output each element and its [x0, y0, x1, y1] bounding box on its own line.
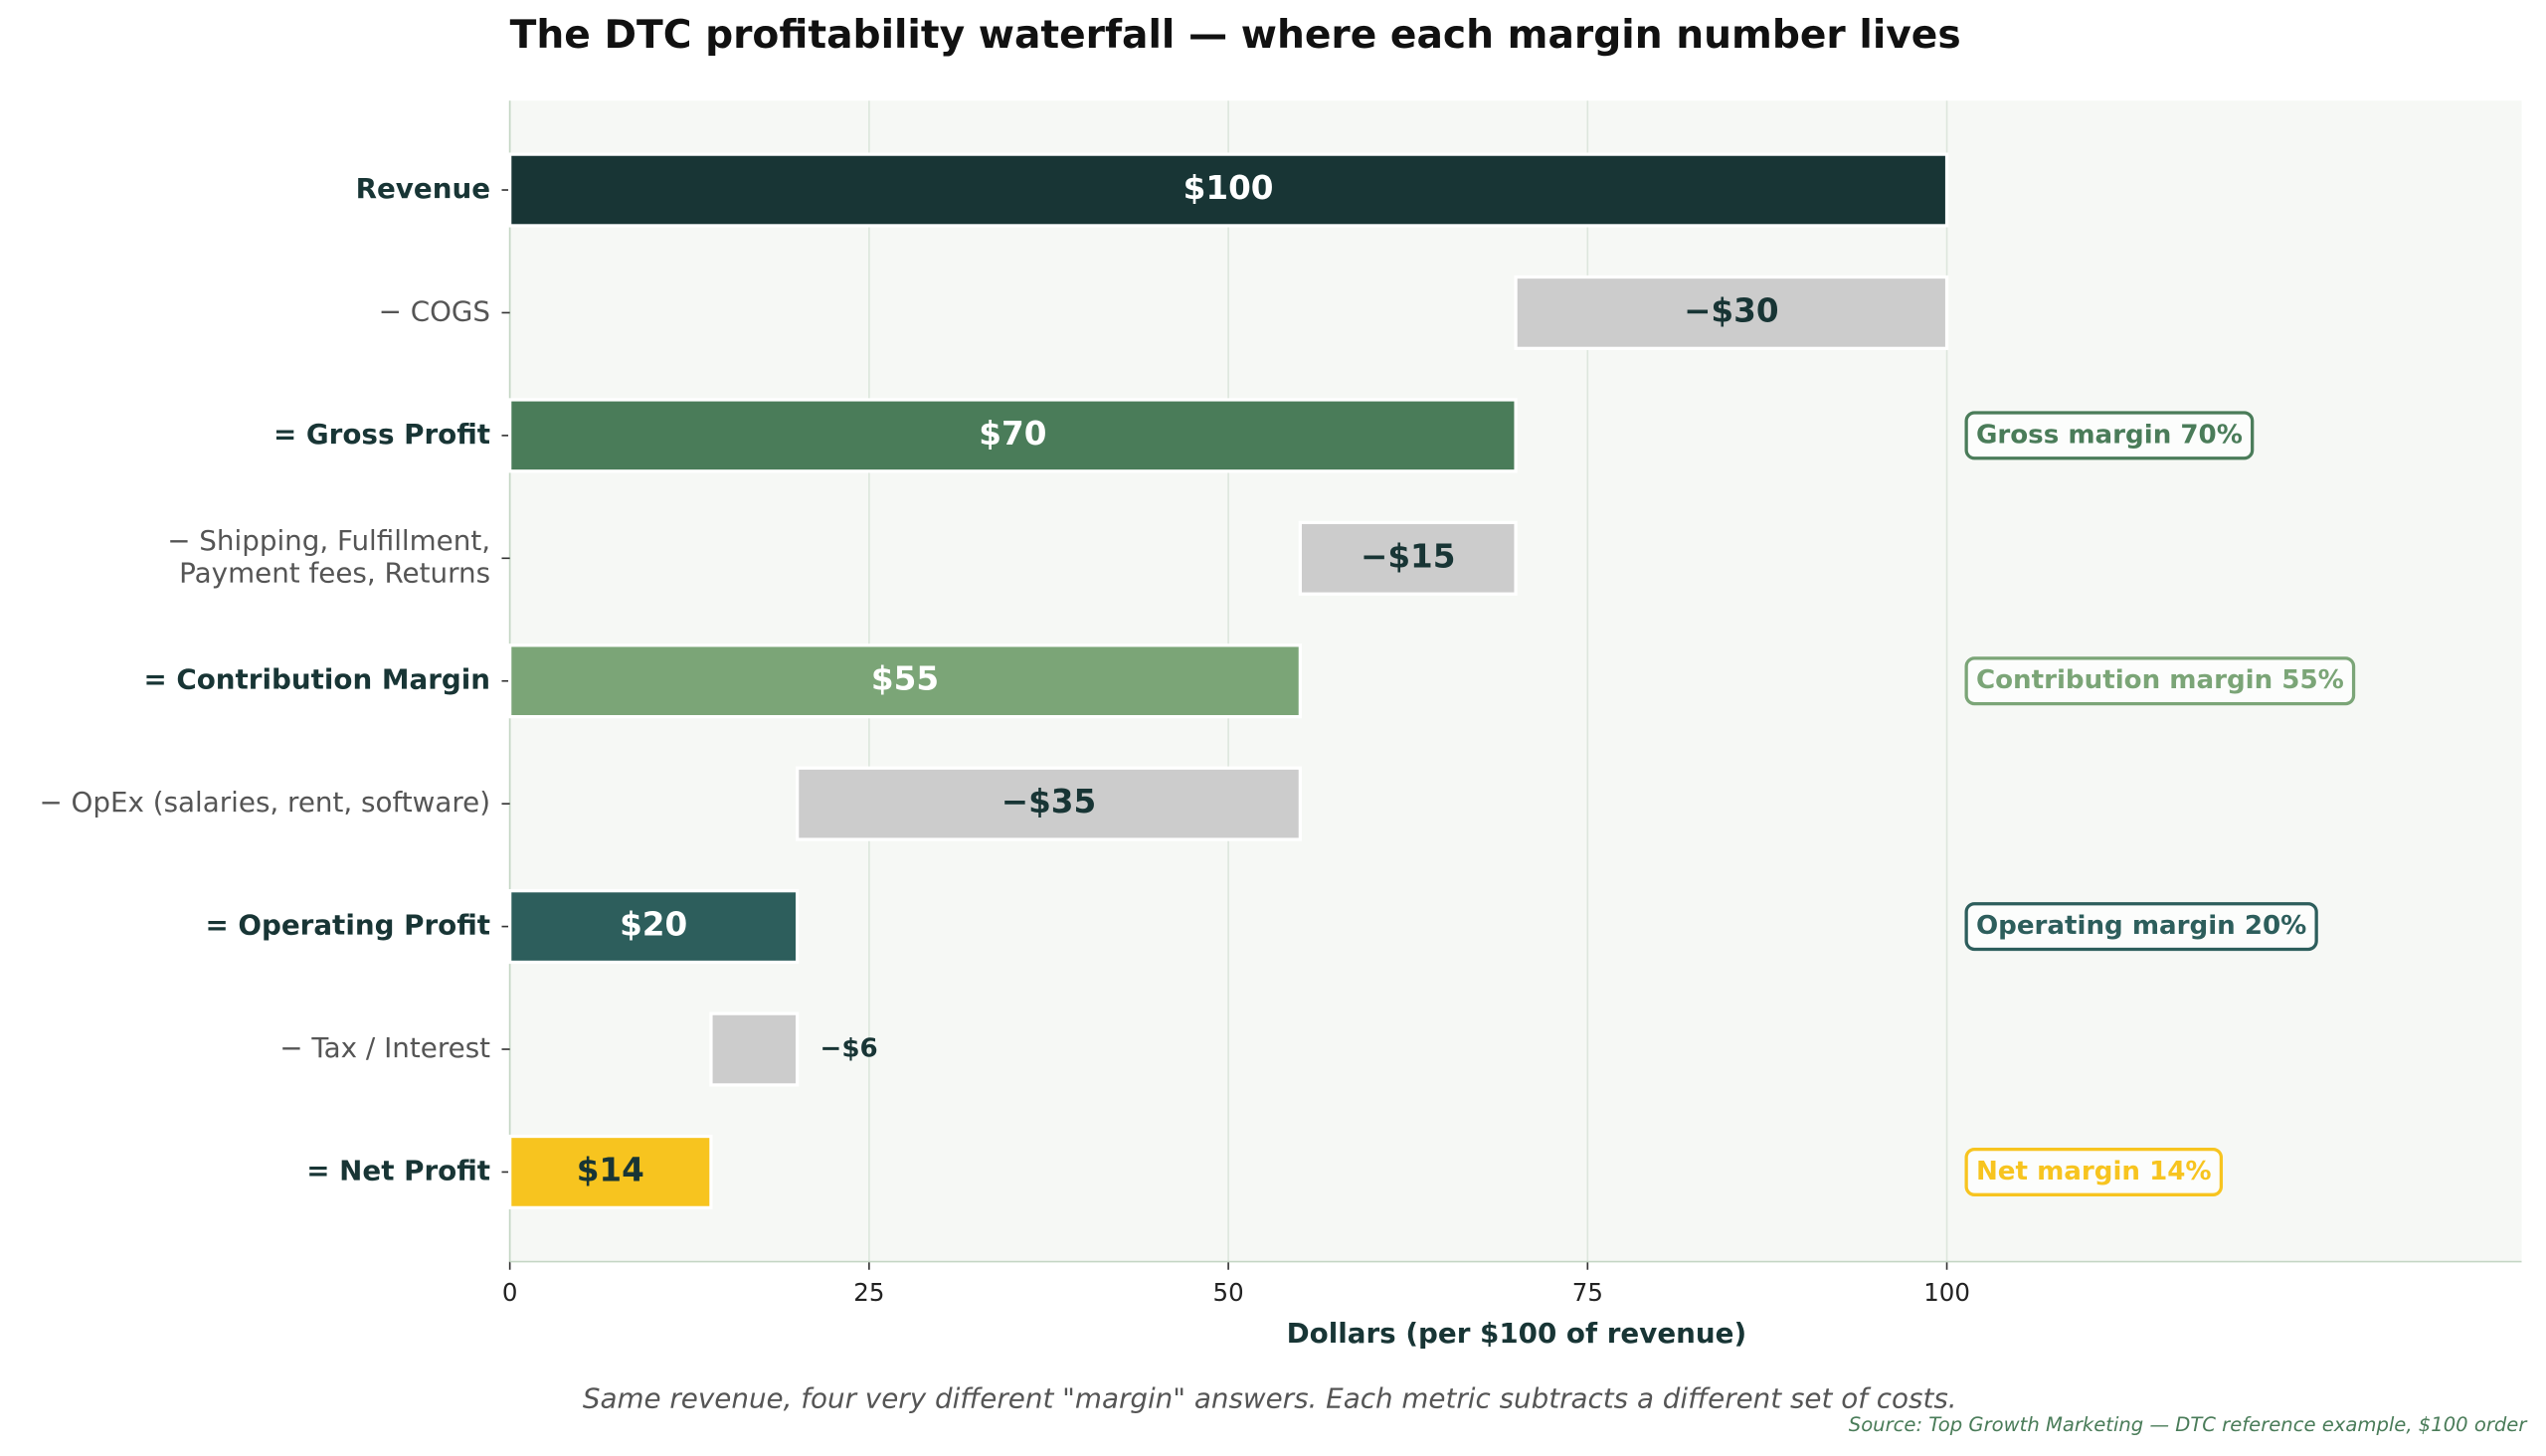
margin-badge-box [1964, 1147, 2224, 1196]
margin-badge-box [1964, 411, 2255, 460]
value-label: $55 [871, 660, 939, 698]
bar [508, 398, 1518, 473]
x-axis-label: Dollars (per $100 of revenue) [1287, 1317, 1747, 1350]
margin-badge: Gross margin 70% [1964, 411, 2255, 460]
chart-title: The DTC profitability waterfall — where … [510, 13, 1961, 58]
bar [508, 152, 1949, 228]
margin-label: Gross margin 70% [1976, 420, 2243, 450]
value-label: −$35 [1001, 783, 1096, 820]
value-label: $20 [620, 906, 687, 944]
bar [709, 1011, 800, 1087]
y-tick-label: = Gross Profit [273, 418, 490, 451]
source: Source: Top Growth Marketing — DTC refer… [1849, 1413, 2529, 1436]
y-tick-label: − Tax / Interest [279, 1031, 490, 1064]
value-label: $70 [979, 415, 1046, 453]
margin-badge-box [1964, 656, 2356, 706]
bar [1514, 274, 1949, 351]
margin-label: Contribution margin 55% [1976, 665, 2344, 695]
margin-label: Operating margin 20% [1976, 911, 2306, 941]
bar [508, 643, 1302, 719]
y-tick-label: Revenue [356, 172, 490, 205]
margin-badge: Operating margin 20% [1964, 902, 2318, 952]
margin-badge: Net margin 14% [1964, 1147, 2224, 1196]
x-tick-label: 75 [1572, 1278, 1603, 1307]
value-label: $14 [577, 1151, 644, 1188]
x-tick-label: 50 [1213, 1278, 1244, 1307]
value-label: −$30 [1684, 291, 1778, 329]
value-label: −$15 [1361, 537, 1455, 575]
bar [796, 766, 1302, 841]
value-label: $100 [1183, 169, 1274, 207]
bar [508, 889, 800, 965]
bar [508, 1134, 713, 1209]
y-tick-label: − Shipping, Fulfillment, Payment fees, Re… [167, 524, 490, 590]
value-label: −$6 [819, 1034, 877, 1064]
y-tick-label: = Contribution Margin [143, 663, 490, 696]
margin-badge-box [1964, 902, 2318, 952]
y-tick-label: = Net Profit [306, 1154, 490, 1186]
margin-label: Net margin 14% [1976, 1157, 2212, 1186]
y-tick-label-line: − Shipping, Fulfillment, [167, 524, 490, 557]
y-tick-label-line: Payment fees, Returns [179, 557, 490, 590]
y-tick-label: − COGS [379, 294, 490, 327]
x-tick-label: 25 [853, 1278, 884, 1307]
x-tick-label: 100 [1923, 1278, 1970, 1307]
bar [1298, 520, 1518, 596]
note: Same revenue, four very different "margi… [583, 1381, 1957, 1414]
y-tick-label: = Operating Profit [205, 909, 490, 942]
margin-badge: Contribution margin 55% [1964, 656, 2356, 706]
y-tick-label: − OpEx (salaries, rent, software) [39, 786, 490, 819]
x-tick-label: 0 [502, 1278, 518, 1307]
